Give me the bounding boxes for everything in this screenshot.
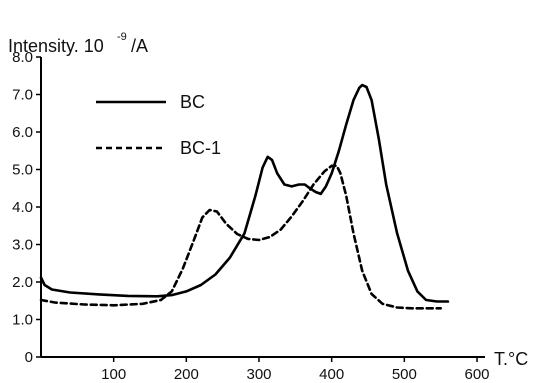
- series-line-bc-1: [39, 164, 442, 310]
- x-tick-label: 300: [246, 366, 271, 383]
- x-tick-label: 600: [464, 366, 489, 383]
- series-layer: [39, 83, 450, 310]
- y-tick-label: 5.0: [12, 162, 33, 179]
- series-line-bc: [39, 83, 450, 303]
- x-tick-label: 400: [319, 366, 344, 383]
- y-axis-label-main: Intensity. 10: [8, 36, 104, 56]
- y-tick-label: 2.0: [12, 274, 33, 291]
- y-tick-label: 0: [25, 349, 33, 366]
- x-axis-label: T.°C: [494, 349, 528, 369]
- x-tick-label: 200: [174, 366, 199, 383]
- legend-label-bc-1: BC-1: [180, 138, 221, 158]
- x-tick-label: 100: [101, 366, 126, 383]
- x-tick-label: 500: [392, 366, 417, 383]
- y-tick-label: 1.0: [12, 312, 33, 329]
- y-tick-label: 8.0: [12, 49, 33, 66]
- legend: BC BC-1: [96, 92, 221, 158]
- axis-ticks: 0 1.0 2.0 3.0 4.0 5.0 6.0 7.0 8.0 100 200 300 400 500…: [12, 49, 489, 383]
- y-tick-label: 4.0: [12, 199, 33, 216]
- y-tick-label: 3.0: [12, 237, 33, 254]
- y-axis-label-exponent: -9: [117, 31, 127, 43]
- y-tick-label: 6.0: [12, 124, 33, 141]
- y-axis-label-unit: /A: [131, 36, 148, 56]
- y-tick-label: 7.0: [12, 87, 33, 104]
- y-axis-label: Intensity. 10 -9 /A: [8, 31, 148, 56]
- legend-label-bc: BC: [180, 92, 205, 112]
